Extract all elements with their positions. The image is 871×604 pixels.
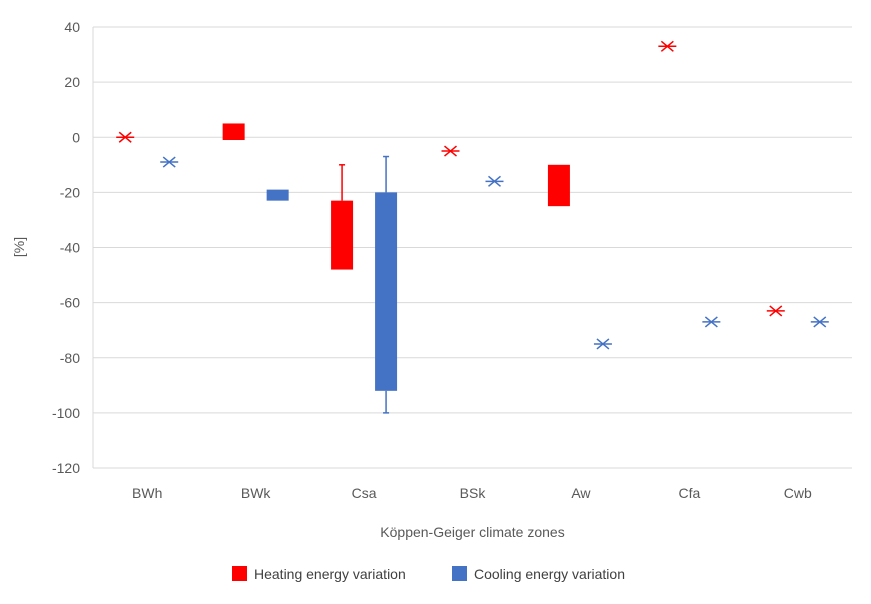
data-point-bwh-cooling <box>160 156 179 168</box>
data-marks <box>116 40 829 414</box>
box-body <box>266 189 289 201</box>
box-aw-heating <box>547 164 570 207</box>
x-tick-label: BWh <box>132 485 162 501</box>
y-tick-label: -100 <box>52 405 80 421</box>
data-point-bsk-cooling <box>485 175 504 187</box>
y-tick-label: 0 <box>72 129 80 145</box>
data-point-cwb-heating <box>766 305 785 317</box>
box-body <box>375 192 398 391</box>
legend-swatch <box>452 566 467 581</box>
x-tick-label: Cfa <box>678 485 700 501</box>
box-csa-heating <box>331 164 354 270</box>
box-bwk-cooling <box>266 189 289 201</box>
gridlines <box>93 26 852 469</box>
y-tick-label: 20 <box>64 74 80 90</box>
legend-label: Cooling energy variation <box>474 566 625 582</box>
x-axis-ticks: BWh BWk Csa BSk Aw Cfa Cwb <box>132 485 812 501</box>
box-body <box>331 200 354 270</box>
data-point-aw-cooling <box>593 338 612 350</box>
data-point-bwh-heating <box>116 131 135 143</box>
y-tick-label: 40 <box>64 19 80 35</box>
legend-item-cooling: Cooling energy variation <box>452 566 625 582</box>
box-bwk-heating <box>222 123 245 141</box>
box-csa-cooling <box>375 155 398 414</box>
x-tick-label: BSk <box>460 485 487 501</box>
x-axis-title: Köppen-Geiger climate zones <box>380 524 564 540</box>
x-tick-label: Csa <box>352 485 377 501</box>
box-body <box>222 123 245 141</box>
y-axis-title: [%] <box>11 237 27 257</box>
x-tick-label: Cwb <box>784 485 812 501</box>
data-point-cfa-cooling <box>702 316 721 328</box>
legend-label: Heating energy variation <box>254 566 406 582</box>
data-point-cwb-cooling <box>810 316 829 328</box>
y-tick-label: -40 <box>60 240 80 256</box>
y-tick-label: -20 <box>60 184 80 200</box>
x-tick-label: BWk <box>241 485 272 501</box>
y-tick-label: -80 <box>60 350 80 366</box>
y-tick-label: -60 <box>60 295 80 311</box>
y-tick-label: -120 <box>52 460 80 476</box>
data-point-bsk-heating <box>441 145 460 157</box>
legend-item-heating: Heating energy variation <box>232 566 406 582</box>
x-tick-label: Aw <box>571 485 591 501</box>
legend-swatch <box>232 566 247 581</box>
legend: Heating energy variation Cooling energy v… <box>232 566 625 582</box>
data-point-cfa-heating <box>658 40 677 52</box>
box-body <box>547 164 570 207</box>
y-axis-ticks: 40 20 0 -20 -40 -60 -80 -100 -120 <box>52 19 80 476</box>
